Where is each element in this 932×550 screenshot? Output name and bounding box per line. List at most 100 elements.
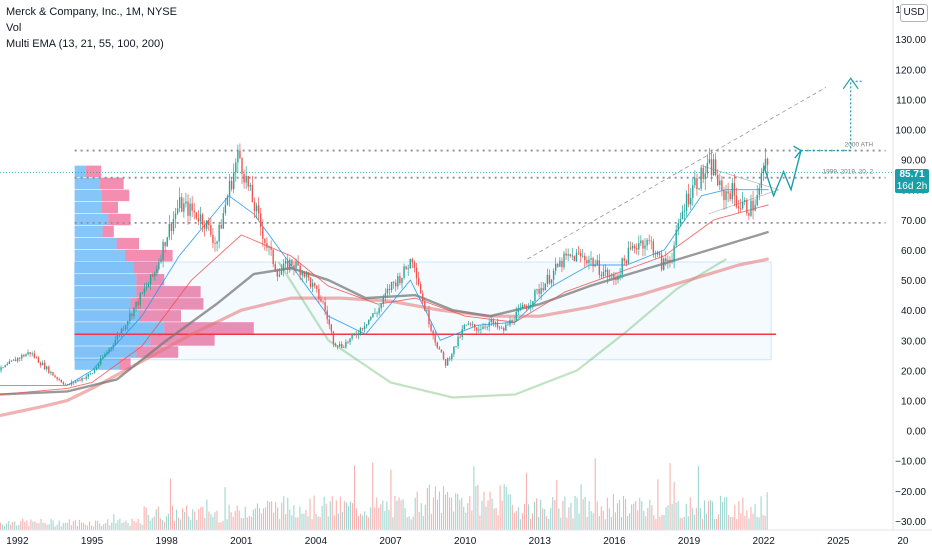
volume-bar [123, 522, 125, 530]
volume-bar [497, 515, 499, 530]
candle-body [77, 379, 79, 382]
volume-bar [515, 511, 517, 530]
volume-bar [180, 519, 182, 530]
volume-bar [540, 499, 542, 530]
candle-body [636, 248, 638, 250]
volume-bar [408, 516, 410, 530]
candle-body [54, 375, 56, 378]
volume-bar [455, 493, 457, 530]
volume-bar [161, 520, 163, 530]
volume-bar [40, 518, 42, 530]
candle-body [247, 176, 249, 187]
volume-bar [527, 504, 530, 530]
volume-bar [167, 513, 169, 530]
candle-body [683, 210, 686, 212]
candle-body [249, 185, 252, 187]
candle-body [0, 367, 2, 371]
price-axis-panel [893, 0, 932, 550]
chart-legend: Merck & Company, Inc., 1M, NYSE Vol Mult… [6, 4, 177, 52]
volume-bar [736, 518, 738, 530]
volume-bar [175, 509, 178, 530]
candle-body [262, 227, 264, 239]
volume-bar [111, 522, 113, 530]
candle-body [750, 200, 752, 216]
volume-bar [281, 502, 283, 530]
volume-bar [277, 507, 279, 530]
volume-bar [548, 519, 550, 530]
volume-bar [66, 522, 68, 530]
candle-body [307, 272, 310, 278]
volume-bar [499, 485, 501, 530]
volume-indicator-label[interactable]: Vol [6, 22, 22, 34]
volume-bar [279, 519, 281, 530]
volume-bar [129, 526, 131, 530]
symbol-title[interactable]: Merck & Company, Inc., 1M, NYSE [6, 6, 177, 18]
volume-bar [220, 522, 222, 530]
volume-bar [740, 513, 742, 530]
volume-bar [766, 492, 768, 530]
volume-bar [475, 486, 477, 530]
volume-bar [697, 465, 699, 530]
candle-body [658, 252, 661, 255]
volume-bar [691, 507, 693, 530]
volume-bar [208, 511, 210, 530]
ema-indicator-label[interactable]: Multi EMA (13, 21, 55, 100, 200) [6, 38, 164, 50]
x-tick-label: 2016 [603, 536, 626, 547]
candle-body [172, 218, 175, 231]
volume-bar [402, 499, 404, 530]
volume-bar [80, 522, 83, 530]
candle-body [667, 259, 669, 262]
volume-bar [616, 503, 619, 530]
candle-body [270, 246, 272, 250]
candle-body [582, 255, 584, 257]
volume-bar [107, 519, 109, 530]
candle-body [64, 384, 67, 385]
candle-body [120, 328, 123, 335]
candle-body [25, 354, 27, 357]
volume-bar [596, 501, 598, 530]
candle-body [687, 193, 690, 205]
candle-body [681, 211, 684, 220]
candle-body [569, 254, 571, 256]
volume-bar [467, 503, 469, 530]
volume-bar [264, 507, 267, 530]
volume-bar [78, 519, 80, 530]
candle-body [347, 341, 349, 343]
candle-body [540, 288, 542, 294]
volume-bar [594, 458, 596, 530]
candle-body [176, 208, 179, 214]
volume-bar [430, 513, 432, 530]
candle-body [419, 284, 422, 294]
volume-bar [503, 484, 505, 530]
profile-bar-up [74, 237, 117, 250]
projection-arrowhead [793, 145, 803, 159]
volume-bar [722, 501, 724, 530]
volume-bar [699, 507, 701, 530]
candle-body [719, 180, 721, 186]
candle-body [503, 328, 505, 331]
volume-bar [165, 516, 167, 530]
candle-body [114, 339, 116, 346]
volume-bar [580, 484, 582, 530]
candle-body [644, 245, 646, 249]
volume-bar [386, 501, 388, 530]
candle-body [293, 265, 295, 269]
candle-body [515, 311, 517, 322]
candle-body [586, 260, 588, 264]
volume-bar [584, 497, 586, 530]
candle-body [552, 270, 555, 280]
currency-button[interactable]: USD [900, 4, 928, 22]
candle-body [704, 173, 706, 180]
profile-bar-down [102, 225, 114, 238]
volume-bar [764, 515, 766, 530]
candle-body [611, 274, 613, 277]
volume-bar [218, 522, 220, 530]
volume-bar [339, 496, 341, 530]
candle-body [361, 327, 364, 330]
volume-bar [143, 506, 145, 530]
candle-body [143, 288, 146, 293]
volume-bar [400, 500, 402, 530]
volume-bar [418, 512, 420, 530]
